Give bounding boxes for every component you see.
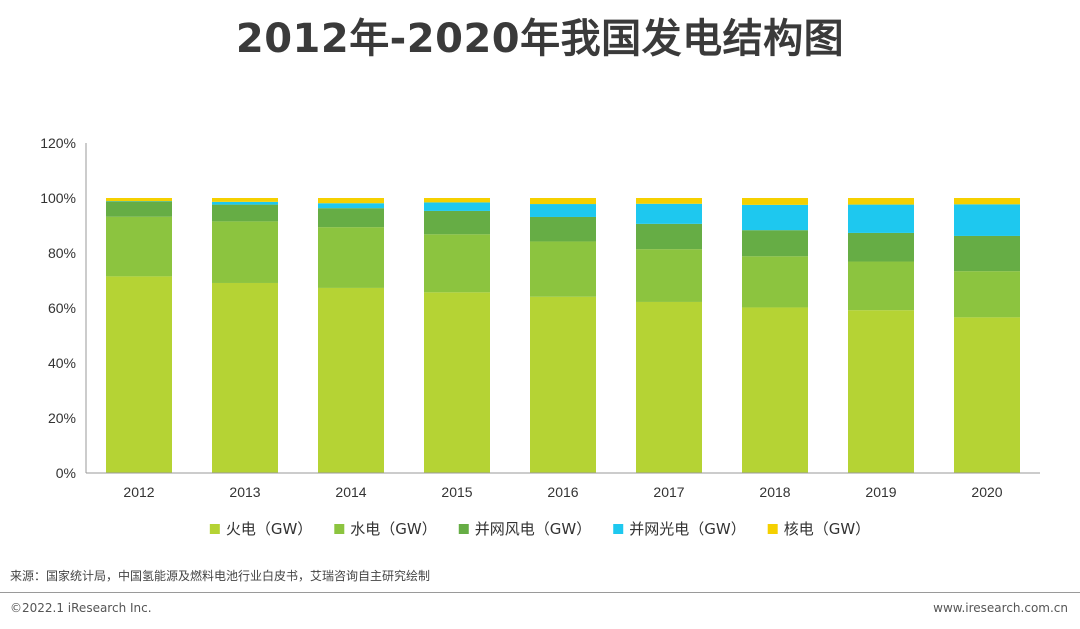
website-link[interactable]: www.iresearch.com.cn	[933, 601, 1068, 615]
bar-segment-2012-s2	[106, 201, 172, 217]
legend-swatch-0	[209, 524, 220, 534]
footer-divider	[0, 592, 1080, 593]
bar-segment-2017-s2	[636, 223, 702, 250]
x-tick-label: 2016	[547, 484, 578, 500]
source-note: 来源：国家统计局，中国氢能源及燃料电池行业白皮书，艾瑞咨询自主研究绘制	[10, 569, 431, 583]
bar-segment-2012-s1	[106, 216, 172, 277]
bar-segment-2018-s0	[742, 307, 808, 473]
bar-segment-2018-s1	[742, 256, 808, 308]
bar-segment-2013-s4	[212, 198, 278, 202]
x-axis: 2012 2013 2014 2015 2016 2017 2018 2019 2020	[86, 472, 1040, 500]
bar-segment-2020-s2	[954, 235, 1020, 272]
bar-segment-2018-s2	[742, 230, 808, 257]
bar-segment-2020-s4	[954, 198, 1020, 205]
bar-segment-2017-s1	[636, 249, 702, 302]
y-tick-label: 40%	[48, 355, 76, 371]
legend-swatch-3	[613, 524, 624, 534]
bar-segment-2018-s3	[742, 204, 808, 231]
bar-segment-2015-s3	[424, 202, 490, 211]
bar-segment-2020-s1	[954, 271, 1020, 318]
bar-segment-2019-s2	[848, 232, 914, 262]
bar-segment-2016-s2	[530, 216, 596, 242]
y-tick-label: 20%	[48, 410, 76, 426]
legend-swatch-2	[458, 524, 469, 534]
bar-segment-2014-s2	[318, 208, 384, 228]
legend-label-2: 并网风电（GW）	[475, 520, 591, 538]
copyright-text: ©2022.1 iResearch Inc.	[10, 601, 152, 615]
bar-segment-2020-s0	[954, 317, 1020, 473]
bar-segment-2014-s3	[318, 203, 384, 209]
bar-segment-2016-s0	[530, 296, 596, 473]
bar-segment-2015-s2	[424, 210, 490, 235]
legend-swatch-1	[334, 524, 345, 534]
y-axis: 0% 20% 40% 60% 80% 100% 120%	[40, 135, 87, 481]
bar-segment-2017-s3	[636, 203, 702, 224]
bar-segment-2013-s3	[212, 201, 278, 205]
y-tick-label: 80%	[48, 245, 76, 261]
bar-segment-2018-s4	[742, 198, 808, 205]
bar-segment-2013-s0	[212, 282, 278, 473]
x-tick-label: 2015	[441, 484, 472, 500]
bar-segment-2019-s0	[848, 310, 914, 473]
bar-segment-2019-s3	[848, 204, 914, 233]
bar-segment-2017-s0	[636, 301, 702, 473]
legend-label-3: 并网光电（GW）	[629, 520, 745, 538]
bar-segment-2016-s1	[530, 241, 596, 297]
bar-segment-2016-s4	[530, 198, 596, 205]
bar-segment-2013-s2	[212, 204, 278, 222]
bar-segment-2014-s4	[318, 198, 384, 204]
legend-swatch-4	[767, 524, 778, 534]
bar-segment-2019-s1	[848, 261, 914, 311]
bar-segment-2019-s4	[848, 198, 914, 205]
bar-segment-2015-s4	[424, 198, 490, 203]
bars	[106, 198, 1020, 473]
legend-label-4: 核电（GW）	[784, 520, 870, 538]
x-tick-label: 2019	[865, 484, 896, 500]
y-tick-label: 100%	[40, 190, 76, 206]
bar-segment-2012-s0	[106, 276, 172, 473]
x-tick-label: 2018	[759, 484, 790, 500]
bar-segment-2015-s1	[424, 234, 490, 293]
bar-segment-2014-s1	[318, 227, 384, 288]
x-tick-label: 2012	[123, 484, 154, 500]
x-tick-label: 2020	[971, 484, 1002, 500]
y-tick-label: 0%	[56, 465, 76, 481]
bar-segment-2020-s3	[954, 204, 1020, 236]
y-tick-label: 60%	[48, 300, 76, 316]
bar-segment-2017-s4	[636, 198, 702, 204]
x-tick-label: 2017	[653, 484, 684, 500]
legend-label-0: 火电（GW）	[226, 520, 312, 538]
x-tick-label: 2013	[229, 484, 260, 500]
bar-segment-2012-s4	[106, 198, 172, 202]
y-tick-label: 120%	[40, 135, 76, 151]
chart-title: 2012年-2020年我国发电结构图	[235, 16, 845, 62]
x-tick-label: 2014	[335, 484, 366, 500]
legend-label-1: 水电（GW）	[350, 520, 436, 538]
bar-segment-2016-s3	[530, 204, 596, 217]
bar-segment-2014-s0	[318, 287, 384, 473]
legend: 火电（GW） 水电（GW） 并网风电（GW） 并网光电（GW） 核电（GW）	[209, 520, 870, 538]
bar-segment-2013-s1	[212, 221, 278, 283]
bar-segment-2015-s0	[424, 292, 490, 473]
